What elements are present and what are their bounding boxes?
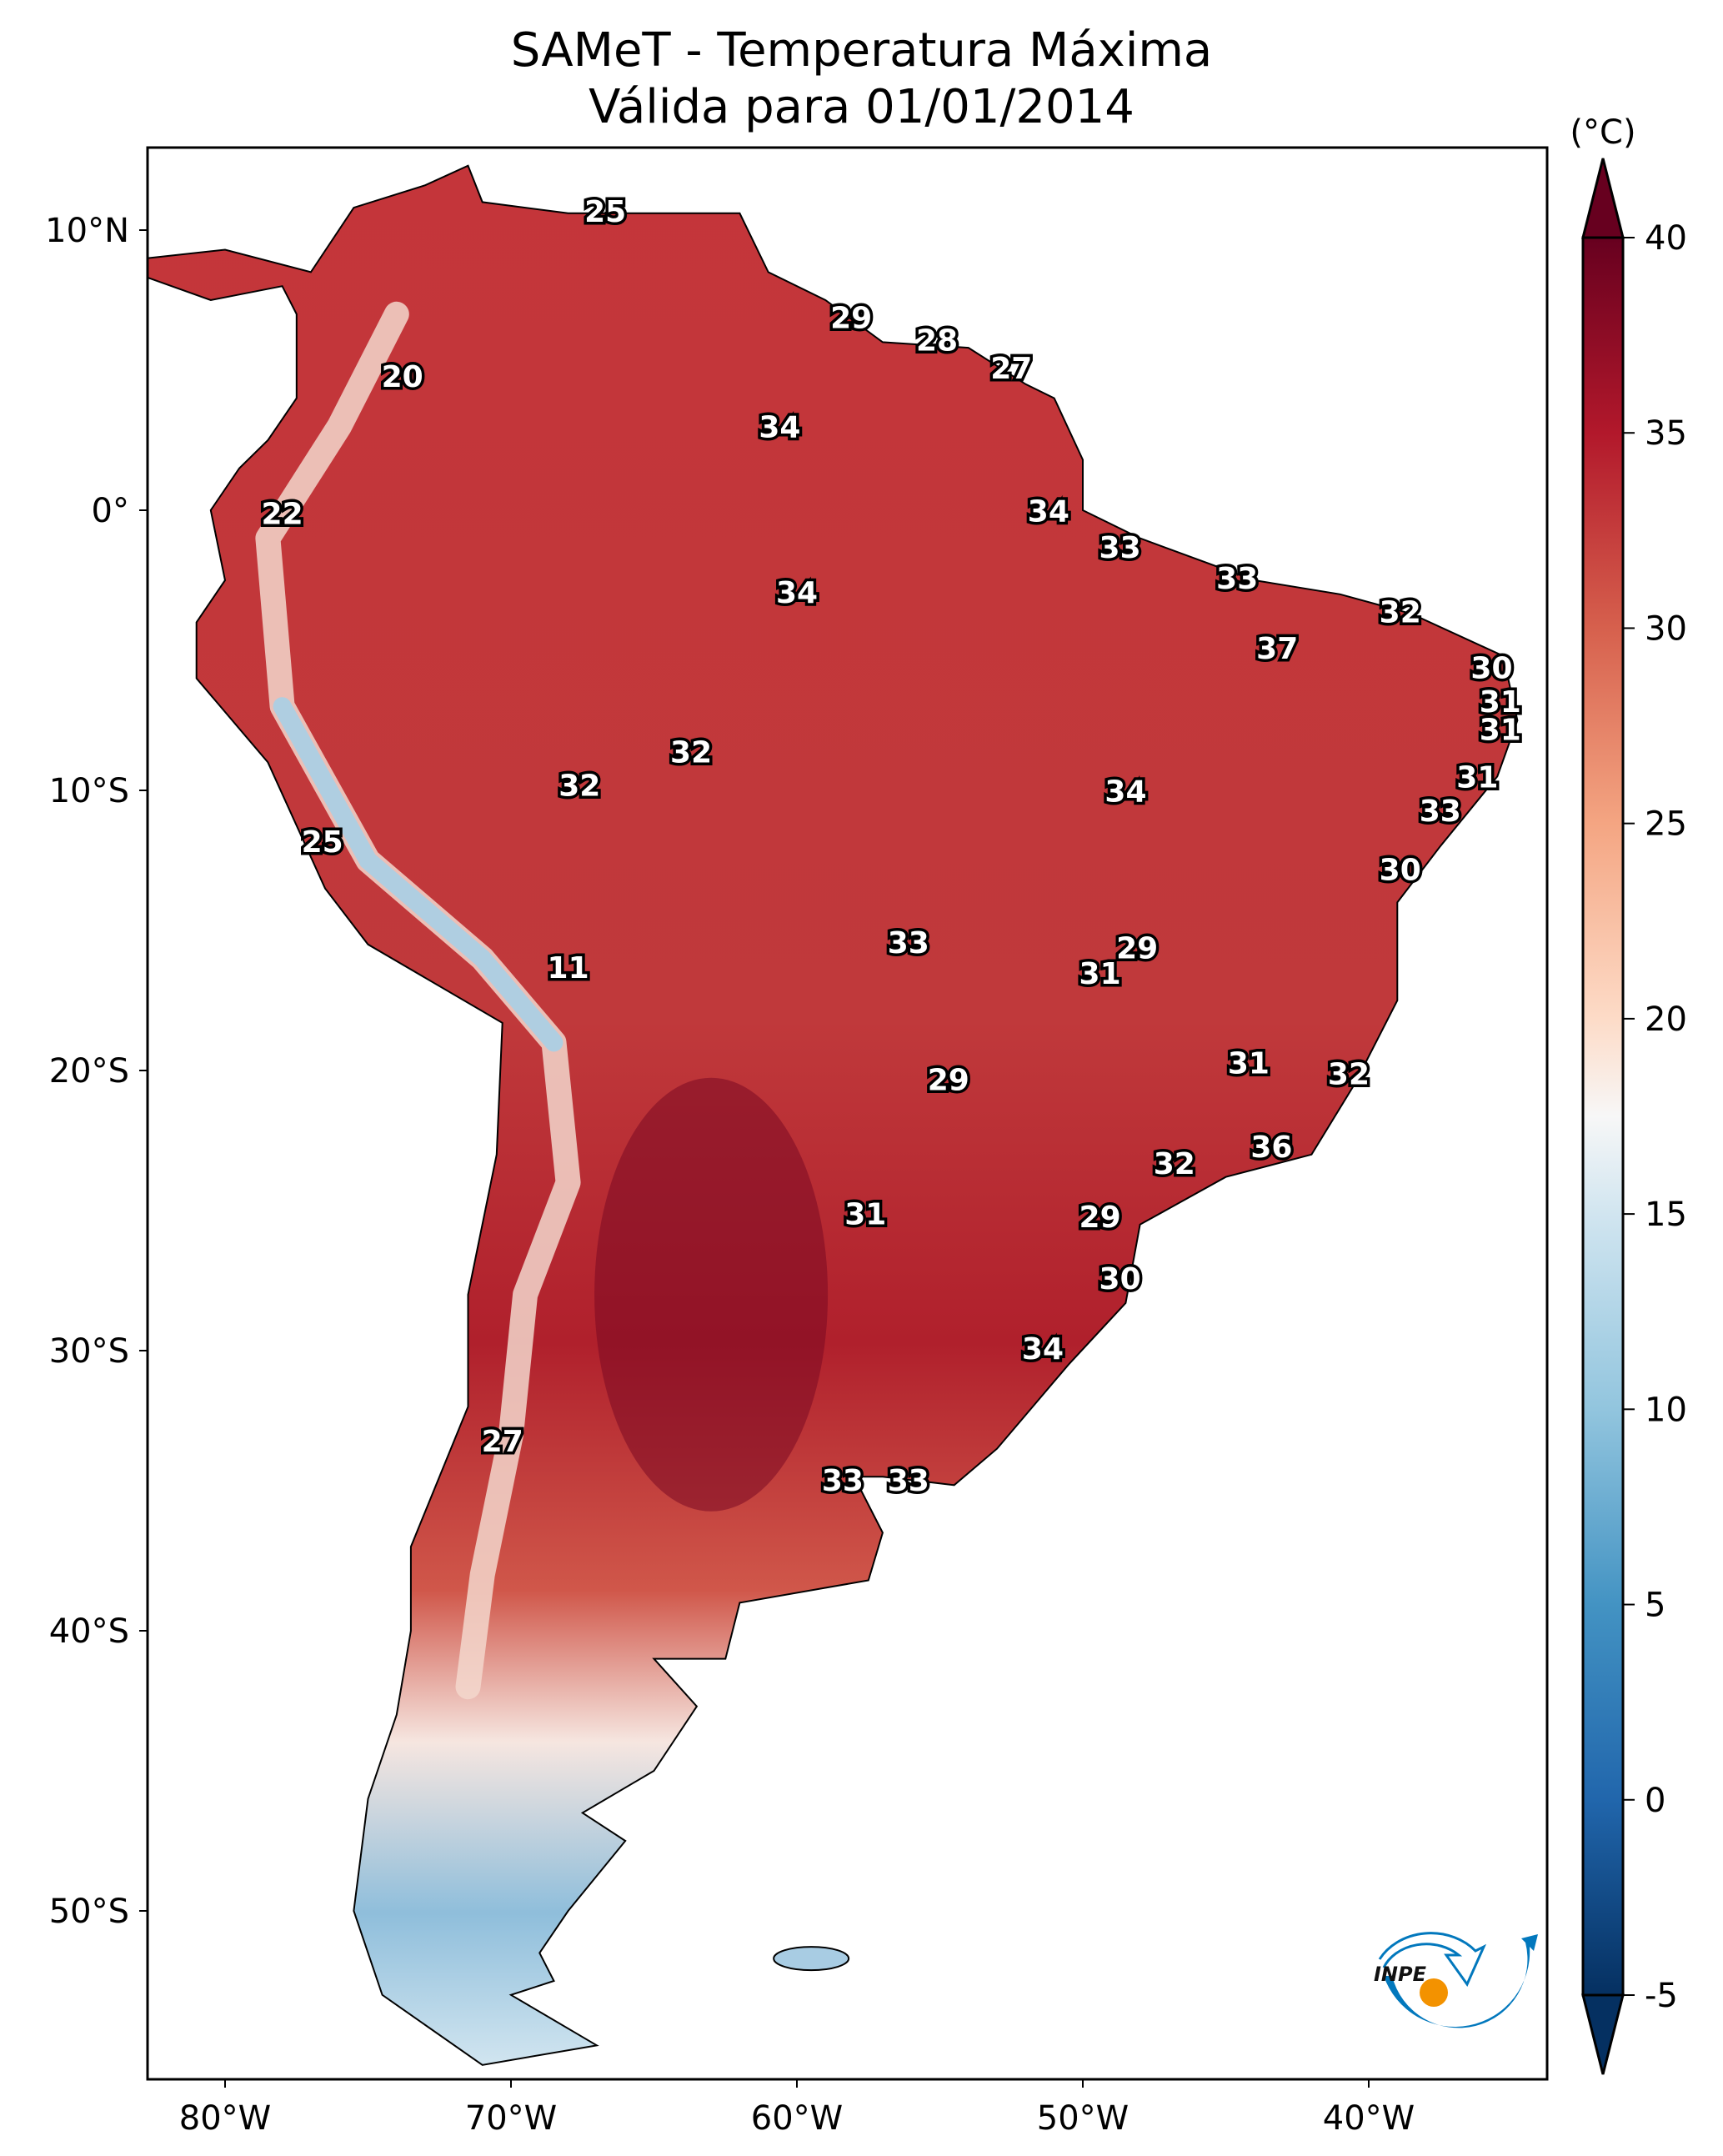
temperature-label: 33 xyxy=(1216,562,1258,596)
temperature-label: 32 xyxy=(1380,595,1421,629)
colorbar-tick-label: 15 xyxy=(1645,1196,1687,1234)
temperature-label: 27 xyxy=(990,352,1032,386)
temperature-label: 29 xyxy=(830,302,872,336)
falkland-islands xyxy=(773,1946,850,1972)
temperature-label: 25 xyxy=(584,195,626,229)
x-tick-label: 40°W xyxy=(1323,2099,1415,2138)
hot-region xyxy=(594,1077,829,1512)
y-tick-label: 10°S xyxy=(49,772,129,810)
temperature-label: 37 xyxy=(1256,632,1298,666)
axis-ticks: 80°W 70°W 60°W 50°W 40°W 10°N 0° 10°S 20°S 30°S 40… xyxy=(45,212,1415,2138)
temperature-label: 30 xyxy=(1099,1262,1141,1296)
temperature-label: 31 xyxy=(1228,1046,1270,1081)
colorbar-tick-label: 0 xyxy=(1645,1782,1665,1820)
y-tick-label: 10°N xyxy=(45,212,129,250)
temperature-label: 31 xyxy=(1480,713,1521,747)
temperature-label: 33 xyxy=(888,926,929,960)
temperature-label: 31 xyxy=(1456,761,1498,795)
temperature-label: 33 xyxy=(1420,795,1461,829)
colorbar-extend-min xyxy=(1581,1993,1625,2075)
temperature-label: 11 xyxy=(548,951,589,985)
temperature-label: 20 xyxy=(382,360,423,394)
temperature-label: 32 xyxy=(670,735,712,770)
temperature-label: 30 xyxy=(1380,853,1421,887)
svg-text:INPE: INPE xyxy=(1374,1963,1427,1986)
temperature-label: 36 xyxy=(1250,1131,1292,1165)
temperature-label: 34 xyxy=(759,411,800,445)
temperature-label: 33 xyxy=(1099,531,1141,565)
temperature-label: 22 xyxy=(262,498,303,532)
colorbar: -5 0 5 10 15 20 25 30 35 40 (°C) xyxy=(1570,113,1687,2075)
temperature-label: 34 xyxy=(1022,1332,1064,1366)
colorbar-extend-max xyxy=(1581,158,1625,239)
temperature-label: 31 xyxy=(1079,957,1121,991)
temperature-label: 29 xyxy=(1116,932,1158,966)
colorbar-tick-label: 40 xyxy=(1645,219,1687,258)
south-america-landmass xyxy=(147,164,1519,2066)
y-tick-label: 20°S xyxy=(49,1052,129,1091)
inpe-logo: INPE xyxy=(1374,1932,1538,2028)
x-tick-label: 60°W xyxy=(751,2099,843,2138)
temperature-label: 32 xyxy=(558,770,600,804)
y-tick-label: 40°S xyxy=(49,1612,129,1651)
temperature-label: 31 xyxy=(1480,685,1521,720)
temperature-label: 29 xyxy=(1079,1201,1121,1235)
temperature-label: 29 xyxy=(928,1063,969,1097)
colorbar-unit: (°C) xyxy=(1570,113,1635,152)
temperature-label: 33 xyxy=(822,1464,864,1498)
y-tick-label: 30°S xyxy=(49,1332,129,1371)
temperature-label: 34 xyxy=(776,576,818,610)
colorbar-gradient xyxy=(1581,236,1625,1997)
temperature-label: 25 xyxy=(302,825,343,860)
map-area xyxy=(147,164,1519,2066)
andes-cold-core xyxy=(273,697,563,1052)
temperature-label: 28 xyxy=(916,323,958,358)
temperature-label: 33 xyxy=(888,1464,929,1498)
colorbar-tick-label: 5 xyxy=(1645,1587,1665,1625)
colorbar-tick-label: 25 xyxy=(1645,805,1687,844)
temperature-label: 31 xyxy=(844,1198,886,1232)
colorbar-tick-label: 30 xyxy=(1645,609,1687,648)
temperature-label: 27 xyxy=(482,1425,523,1459)
x-tick-label: 50°W xyxy=(1037,2099,1129,2138)
map-subtitle: Válida para 01/01/2014 xyxy=(589,80,1134,134)
temperature-label: 34 xyxy=(1104,775,1146,809)
temperature-label: 34 xyxy=(1028,494,1069,529)
temperature-label: 32 xyxy=(1154,1147,1195,1181)
x-tick-label: 70°W xyxy=(465,2099,557,2138)
colorbar-tick-label: 35 xyxy=(1645,414,1687,453)
y-tick-label: 0° xyxy=(92,492,129,530)
colorbar-tick-label: -5 xyxy=(1645,1977,1678,2015)
x-tick-label: 80°W xyxy=(179,2099,271,2138)
colorbar-tick-label: 20 xyxy=(1645,1000,1687,1039)
temperature-label: 30 xyxy=(1470,652,1512,686)
y-tick-label: 50°S xyxy=(49,1893,129,1931)
map-title: SAMeT - Temperatura Máxima xyxy=(510,23,1213,78)
colorbar-tick-label: 10 xyxy=(1645,1391,1687,1429)
map-frame xyxy=(146,146,1549,2081)
temperature-label: 32 xyxy=(1328,1058,1370,1092)
